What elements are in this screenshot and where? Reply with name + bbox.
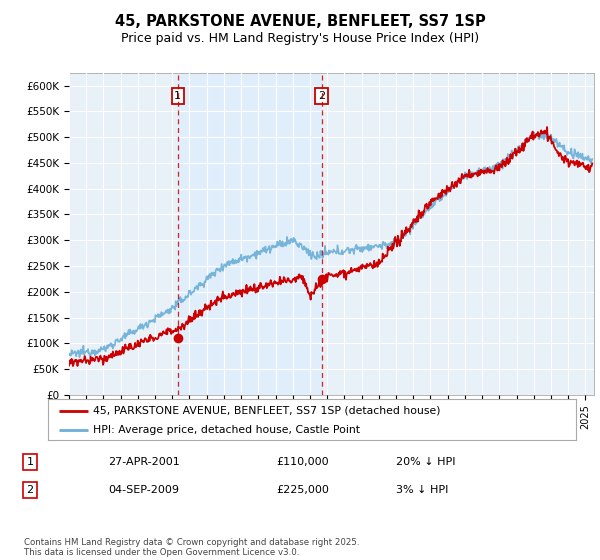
Text: 1: 1 [26, 457, 34, 467]
Text: HPI: Average price, detached house, Castle Point: HPI: Average price, detached house, Cast… [93, 424, 360, 435]
Text: 3% ↓ HPI: 3% ↓ HPI [396, 485, 448, 495]
Text: 2: 2 [26, 485, 34, 495]
Text: £225,000: £225,000 [276, 485, 329, 495]
Text: Contains HM Land Registry data © Crown copyright and database right 2025.
This d: Contains HM Land Registry data © Crown c… [24, 538, 359, 557]
Text: £110,000: £110,000 [276, 457, 329, 467]
Text: 20% ↓ HPI: 20% ↓ HPI [396, 457, 455, 467]
Text: Price paid vs. HM Land Registry's House Price Index (HPI): Price paid vs. HM Land Registry's House … [121, 32, 479, 45]
Text: 1: 1 [174, 91, 181, 101]
Bar [178, 73, 322, 395]
Text: 45, PARKSTONE AVENUE, BENFLEET, SS7 1SP: 45, PARKSTONE AVENUE, BENFLEET, SS7 1SP [115, 14, 485, 29]
Text: 45, PARKSTONE AVENUE, BENFLEET, SS7 1SP (detached house): 45, PARKSTONE AVENUE, BENFLEET, SS7 1SP … [93, 405, 440, 416]
Text: 2: 2 [318, 91, 325, 101]
Text: 04-SEP-2009: 04-SEP-2009 [108, 485, 179, 495]
Text: 27-APR-2001: 27-APR-2001 [108, 457, 180, 467]
